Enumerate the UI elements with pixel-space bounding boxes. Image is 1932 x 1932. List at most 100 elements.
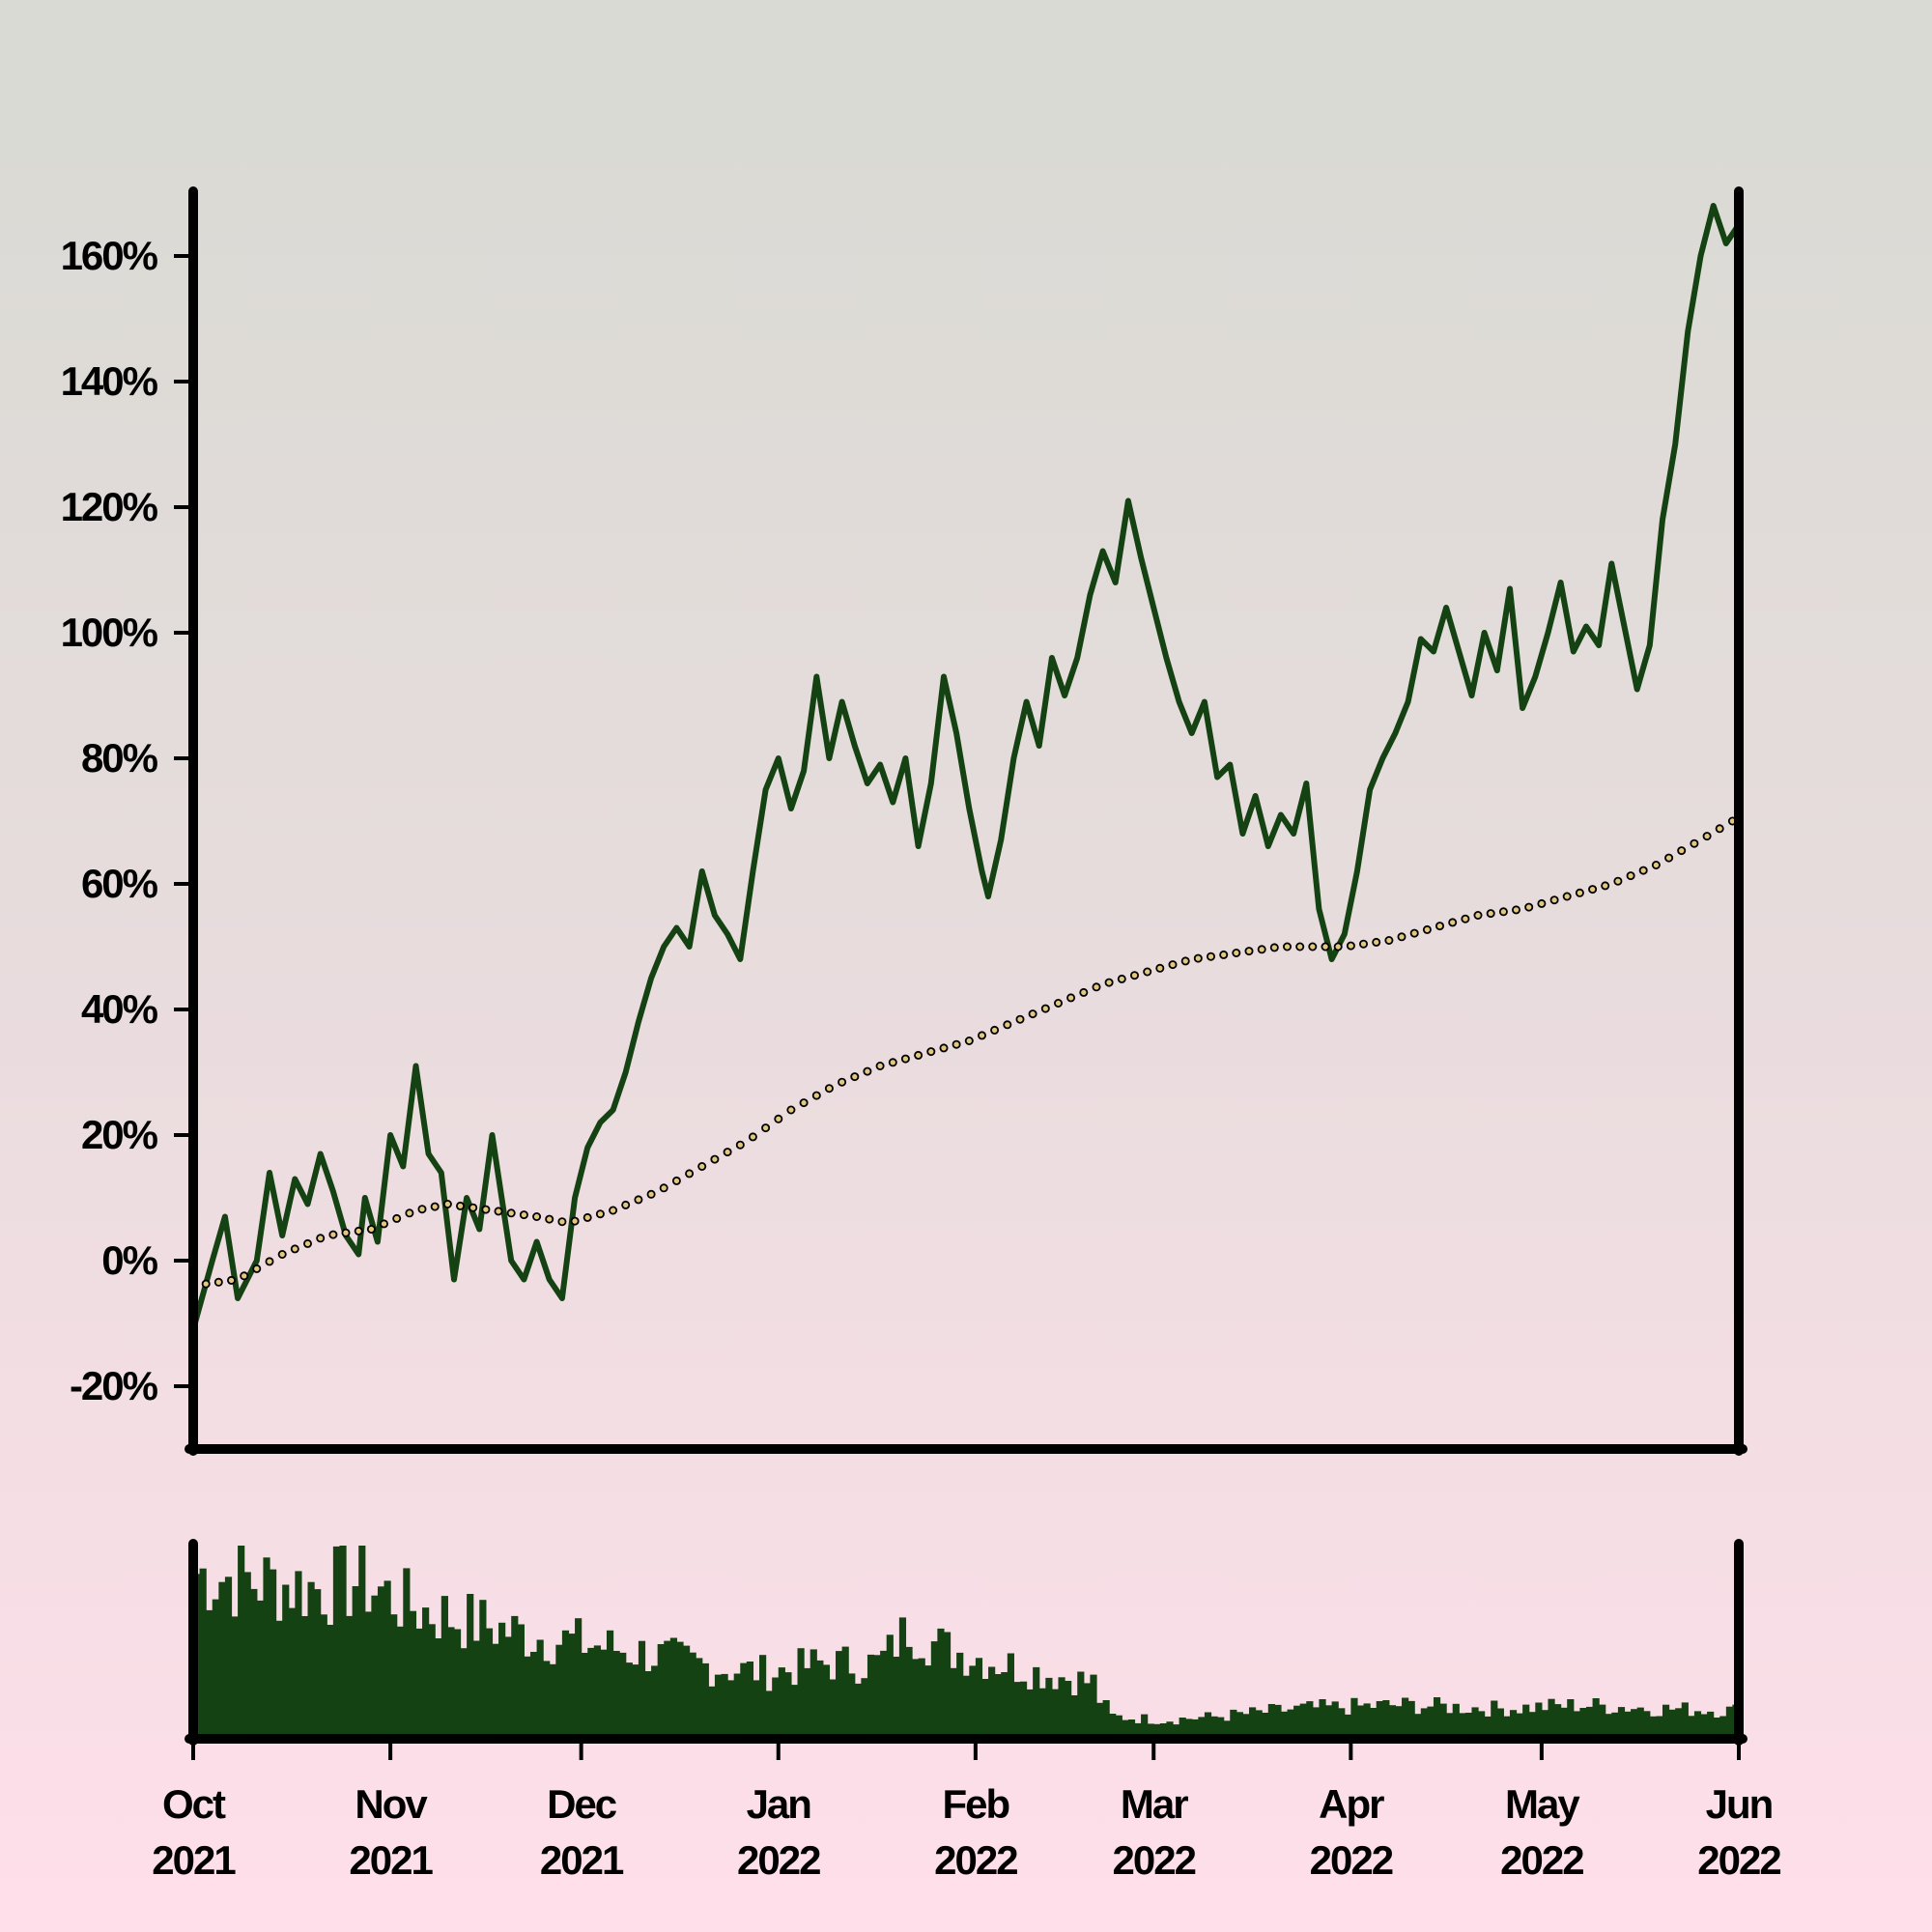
ma-dot — [1613, 876, 1623, 886]
ma-dot — [595, 1209, 605, 1219]
volume-bar — [1681, 1702, 1689, 1739]
y-tick-label: 140% — [61, 358, 158, 404]
ma-dot — [1537, 898, 1547, 908]
volume-bar — [1585, 1706, 1594, 1739]
y-tick-label: 20% — [81, 1112, 158, 1157]
ma-dot — [888, 1058, 897, 1067]
volume-bar — [638, 1640, 646, 1739]
volume-bar — [956, 1652, 964, 1739]
ma-dot — [811, 1091, 821, 1100]
ma-dot — [366, 1225, 376, 1235]
ma-dot — [710, 1154, 720, 1164]
ma-dot — [1562, 892, 1572, 901]
ma-dot — [481, 1205, 491, 1214]
volume-bar — [346, 1615, 354, 1739]
volume-bar — [1567, 1699, 1575, 1739]
volume-bar — [1464, 1713, 1473, 1739]
volume-bar — [396, 1626, 404, 1739]
volume-bar — [1491, 1700, 1498, 1739]
volume-bar — [300, 1616, 309, 1739]
ma-dot — [1359, 939, 1369, 949]
x-tick-year-label: 2022 — [737, 1837, 820, 1883]
volume-bar — [612, 1651, 620, 1739]
ma-dot — [1003, 1020, 1012, 1030]
volume-bar — [1414, 1714, 1422, 1739]
ma-dot — [1219, 950, 1229, 959]
volume-bar — [905, 1646, 913, 1739]
volume-bar — [460, 1648, 468, 1739]
volume-bar — [784, 1672, 792, 1739]
volume-bar — [644, 1671, 652, 1739]
volume-bar — [1147, 1723, 1154, 1739]
x-tick-month-label: Jan — [747, 1781, 811, 1827]
volume-bar — [270, 1569, 277, 1739]
volume-bar — [1217, 1717, 1225, 1739]
volume-bar — [1065, 1681, 1072, 1739]
x-tick-month-label: May — [1505, 1781, 1580, 1827]
volume-bar — [651, 1665, 659, 1739]
volume-bar — [1312, 1707, 1321, 1739]
volume-bar — [1210, 1716, 1218, 1739]
volume-bar — [1095, 1702, 1104, 1739]
volume-bar — [1370, 1708, 1378, 1739]
volume-bar — [657, 1644, 665, 1739]
volume-bar — [1668, 1709, 1676, 1739]
volume-bar — [1172, 1724, 1180, 1739]
volume-bar — [1115, 1715, 1122, 1739]
volume-bar — [1350, 1697, 1358, 1739]
volume-bar — [1230, 1709, 1237, 1739]
volume-bar — [708, 1686, 716, 1739]
volume-bar — [243, 1572, 251, 1739]
ma-dot — [557, 1217, 567, 1227]
volume-bar — [1402, 1697, 1409, 1739]
x-tick-year-label: 2021 — [152, 1837, 236, 1883]
ma-dot — [1512, 905, 1521, 915]
volume-bar — [1102, 1700, 1110, 1739]
x-axis-ticks — [191, 1739, 1741, 1760]
volume-bar — [746, 1662, 754, 1739]
volume-bar — [1058, 1677, 1065, 1739]
volume-bar — [1452, 1703, 1460, 1739]
volume-bar — [238, 1546, 245, 1739]
ma-dot — [405, 1208, 414, 1218]
volume-bar — [390, 1614, 398, 1739]
ma-dot — [1308, 942, 1318, 952]
ma-dot — [926, 1047, 936, 1057]
volume-bar — [275, 1620, 283, 1739]
volume-bar — [930, 1641, 938, 1739]
ma-dot — [939, 1043, 949, 1053]
ma-dot — [1575, 888, 1584, 897]
ma-dot — [634, 1195, 643, 1205]
volume-bar — [288, 1607, 296, 1739]
ma-dot — [1117, 974, 1126, 983]
y-tick-label: 100% — [61, 610, 158, 655]
y-tick-label: 120% — [61, 484, 158, 529]
ma-dot — [1346, 941, 1355, 951]
volume-bar — [937, 1628, 945, 1739]
ma-dot — [354, 1226, 363, 1236]
ma-dot — [1257, 945, 1266, 954]
volume-bar — [1179, 1718, 1186, 1739]
volume-bar — [529, 1652, 538, 1739]
ma-dot — [1269, 943, 1279, 952]
volume-bar — [428, 1624, 436, 1739]
volume-bar — [1484, 1716, 1492, 1739]
volume-bar — [403, 1568, 411, 1739]
volume-bar — [250, 1588, 258, 1739]
volume-bar — [498, 1622, 506, 1739]
volume-bar — [1509, 1710, 1518, 1739]
ma-dot — [1601, 881, 1610, 891]
volume-bar — [1382, 1700, 1390, 1739]
volume-bar — [1280, 1711, 1289, 1739]
volume-bar — [1325, 1705, 1333, 1739]
volume-bar — [1204, 1712, 1212, 1739]
ma-dot — [417, 1205, 427, 1214]
volume-bar — [479, 1600, 487, 1739]
volume-bar — [1363, 1703, 1371, 1739]
ma-dot — [455, 1201, 465, 1210]
price-line — [190, 203, 1742, 1331]
volume-bar — [880, 1650, 888, 1739]
ma-dot — [442, 1200, 452, 1209]
ma-dot — [990, 1025, 1000, 1035]
